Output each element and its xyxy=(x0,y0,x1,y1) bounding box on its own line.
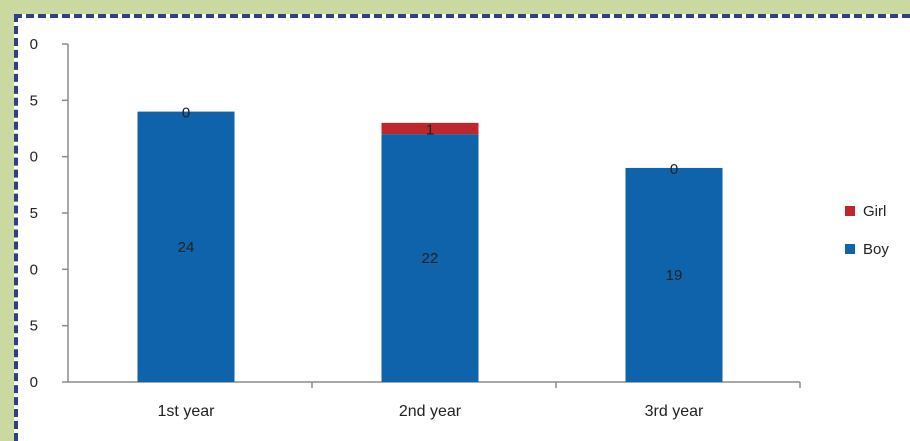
bar-girl-2 xyxy=(381,122,479,135)
legend-swatch-boy xyxy=(845,244,855,254)
data-label-boy: 19 xyxy=(666,267,683,284)
chart-panel: 0 5 0 5 0 5 0 24 0 1st year 22 1 2nd year 19 0 3rd yea… xyxy=(14,14,910,441)
bar-boy-1 xyxy=(137,111,235,382)
x-tick-label: 2nd year xyxy=(399,403,462,420)
y-tick-label: 0 xyxy=(30,36,38,53)
data-label-girl: 0 xyxy=(670,161,678,178)
y-tick-label: 0 xyxy=(30,261,38,278)
y-tick-label: 5 xyxy=(30,205,38,222)
y-tick-label: 5 xyxy=(30,92,38,109)
data-label-girl: 0 xyxy=(182,105,190,122)
y-tick-label: 0 xyxy=(30,149,38,166)
x-tick-label: 1st year xyxy=(158,403,216,420)
stacked-bar-chart: 0 5 0 5 0 5 0 24 0 1st year 22 1 2nd year 19 0 3rd yea… xyxy=(30,36,890,420)
data-label-boy: 22 xyxy=(422,250,439,267)
data-label-boy: 24 xyxy=(178,239,195,256)
y-tick-label: 5 xyxy=(30,318,38,335)
bar-boy-3 xyxy=(625,167,723,382)
y-tick-label: 0 xyxy=(30,374,38,391)
legend-swatch-girl xyxy=(845,206,855,216)
legend-label-girl: Girl xyxy=(863,203,886,220)
data-label-girl: 1 xyxy=(426,122,434,139)
x-tick-label: 3rd year xyxy=(645,403,704,420)
bar-boy-2 xyxy=(381,134,479,382)
legend-label-boy: Boy xyxy=(863,241,889,258)
